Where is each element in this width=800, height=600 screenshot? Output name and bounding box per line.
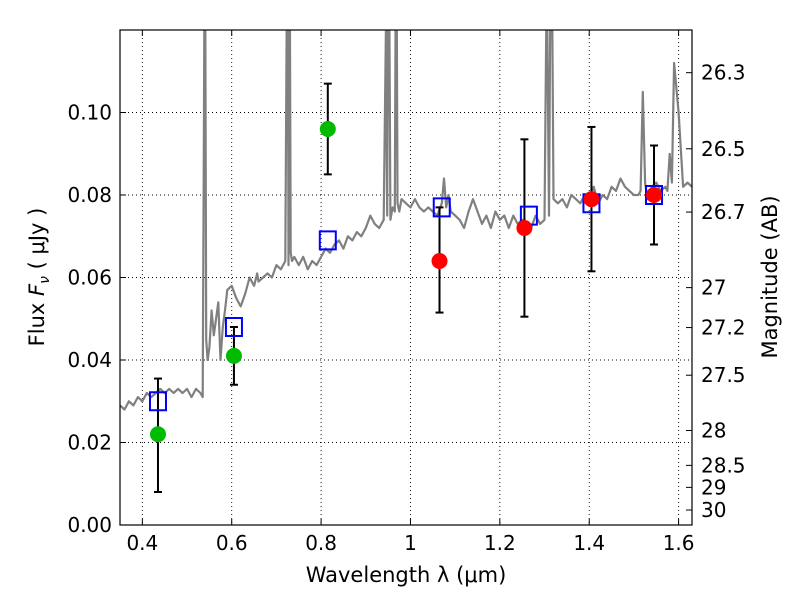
green-point [319, 121, 336, 137]
plot-area [120, 30, 692, 493]
magnitude-tick-label: 27 [701, 276, 726, 300]
green-point [225, 347, 242, 364]
y-tick-label: 0.08 [67, 183, 112, 207]
x-tick-label: 0.6 [216, 531, 248, 555]
photometry-points [149, 121, 663, 443]
x-tick-label: 0.8 [305, 531, 337, 555]
magnitude-tick-label: 30 [701, 498, 726, 522]
red-point [516, 220, 533, 236]
red-point [583, 191, 600, 208]
magnitude-tick-label: 26.3 [701, 61, 746, 85]
magnitude-tick-label: 27.5 [701, 363, 746, 387]
magnitude-tick-label: 28 [701, 418, 726, 442]
magnitude-tick-label: 27.2 [701, 316, 746, 340]
x-axis-ticks: 0.4 0.6 0.8 1 1.2 1.4 1.6 [126, 30, 695, 555]
model-box [318, 230, 337, 251]
y-tick-label: 0.04 [67, 348, 112, 372]
model-box [148, 391, 167, 412]
y-tick-label: 0.06 [67, 266, 112, 290]
y-title-prefix: Flux [25, 296, 49, 346]
y-axis-title-right: Magnitude (AB) [758, 195, 782, 358]
x-tick-label: 1.4 [573, 531, 605, 555]
x-tick-label: 1 [404, 531, 417, 555]
x-axis-title: Wavelength λ (μm) [306, 563, 507, 587]
model-box [432, 197, 451, 218]
red-point [431, 253, 448, 269]
y-tick-label: 0.10 [67, 101, 112, 125]
y-axis-ticks: 0.00 0.02 0.04 0.06 0.08 0.10 [67, 101, 126, 537]
x-tick-label: 1.2 [484, 531, 516, 555]
model-box [224, 317, 243, 337]
green-point [149, 426, 166, 443]
y-tick-label: 0.02 [67, 431, 112, 455]
y-title-unit: ( μJy ) [25, 208, 49, 276]
y-axis-title-left: Flux Fν ( μJy ) [25, 208, 53, 347]
x-tick-label: 0.4 [126, 531, 158, 555]
y-title-subscript: ν [37, 276, 53, 284]
magnitude-tick-label: 26.7 [701, 200, 746, 224]
magnitude-tick-label: 29 [701, 475, 726, 499]
red-point [646, 187, 663, 203]
y-title-symbol: F [25, 283, 49, 296]
x-tick-label: 1.6 [663, 531, 695, 555]
magnitude-tick-label: 26.5 [701, 137, 746, 161]
magnitude-tick-label: 28.5 [701, 453, 746, 477]
y-tick-label: 0.00 [67, 513, 112, 537]
